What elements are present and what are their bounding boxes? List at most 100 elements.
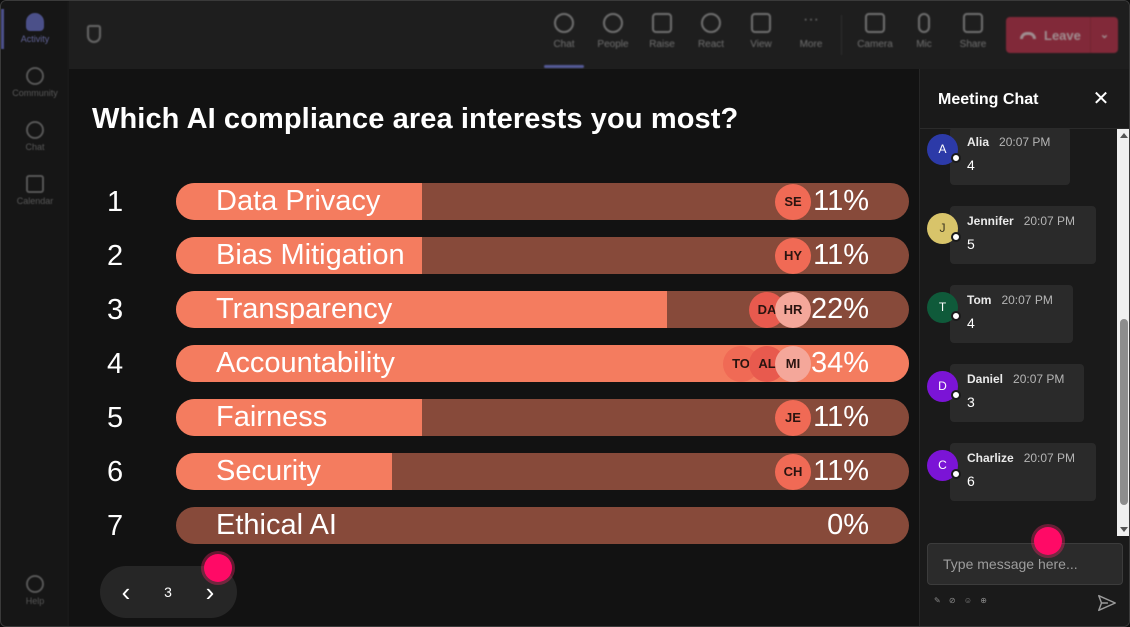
rail-item-help[interactable]: Help xyxy=(1,575,69,606)
poll-option-row[interactable]: 1 Data Privacy SE 11% xyxy=(69,183,919,221)
poll-option-row[interactable]: 3 Transparency DA HR 22% xyxy=(69,291,919,329)
bell-icon xyxy=(26,13,44,31)
toolbar-label: Camera xyxy=(857,39,893,50)
send-icon[interactable] xyxy=(1096,592,1118,614)
option-percent: 11% xyxy=(813,401,869,433)
poll-option-row[interactable]: 2 Bias Mitigation HY 11% xyxy=(69,237,919,275)
toolbar-label: React xyxy=(697,39,725,50)
chat-message-list[interactable]: Alia 20:07 PM 4 A Jennifer 20:07 PM 5 J Tom 20:07… xyxy=(920,129,1120,534)
chat-message[interactable]: Jennifer 20:07 PM 5 J xyxy=(920,206,1120,270)
rail-item-calendar[interactable]: Calendar xyxy=(1,175,69,206)
option-bar-fill xyxy=(176,237,422,274)
chat-message[interactable]: Charlize 20:07 PM 6 C xyxy=(920,443,1120,507)
avatar[interactable]: A xyxy=(927,134,961,165)
message-text: 3 xyxy=(967,394,975,410)
scroll-up-icon[interactable] xyxy=(1120,133,1128,138)
shield-icon[interactable] xyxy=(87,25,101,43)
avatar[interactable]: J xyxy=(927,213,961,244)
format-toolbar[interactable]: ✎ ⊘ ☺ ⊕ xyxy=(934,596,990,605)
toolbar-more-button[interactable]: ··· More xyxy=(786,11,836,51)
rail-item-activity[interactable]: Activity xyxy=(1,13,69,44)
option-percent: 11% xyxy=(813,239,869,271)
next-page-button[interactable]: › xyxy=(205,577,215,607)
poll-stage: Which AI compliance area interests you m… xyxy=(69,69,919,626)
close-icon[interactable]: ✕ xyxy=(1092,88,1110,110)
option-bar[interactable]: Bias Mitigation HY 11% xyxy=(176,237,909,274)
option-number: 7 xyxy=(107,510,124,542)
message-timestamp: 20:07 PM xyxy=(999,135,1051,149)
option-percent: 0% xyxy=(827,509,869,541)
option-percent: 11% xyxy=(813,185,869,217)
avatar[interactable]: T xyxy=(927,292,961,323)
avatar-initial: A xyxy=(938,142,947,156)
chat-message[interactable]: Tom 20:07 PM 4 T xyxy=(920,285,1120,349)
chat-scrollbar[interactable] xyxy=(1117,129,1129,536)
avatar[interactable]: C xyxy=(927,450,961,481)
rail-item-community[interactable]: Community xyxy=(1,67,69,98)
message-author: Charlize xyxy=(967,451,1014,465)
message-text: 4 xyxy=(967,315,975,331)
meeting-toolbar: Chat People Raise React View ··· More xyxy=(69,1,1129,69)
toolbar-share-button[interactable]: Share xyxy=(948,13,998,50)
rail-item-chat[interactable]: Chat xyxy=(1,121,69,152)
option-bar-fill xyxy=(176,291,668,328)
option-bar[interactable]: Accountability TO AL MI 34% xyxy=(176,345,909,382)
poll-option-row[interactable]: 4 Accountability TO AL MI 34% xyxy=(69,345,919,383)
avatar-initial: T xyxy=(938,300,947,314)
option-percent: 11% xyxy=(813,455,869,487)
toolbar-view-button[interactable]: View xyxy=(736,13,786,50)
option-bar[interactable]: Transparency DA HR 22% xyxy=(176,291,909,328)
chat-message[interactable]: Alia 20:07 PM 4 A xyxy=(920,129,1120,191)
chat-message[interactable]: Daniel 20:07 PM 3 D xyxy=(920,364,1120,428)
poll-option-row[interactable]: 7 Ethical AI 0% xyxy=(69,507,919,545)
option-label: Data Privacy xyxy=(216,185,381,217)
leave-button[interactable]: Leave ⌄ xyxy=(1006,17,1118,53)
chat-panel: Meeting Chat ✕ Alia 20:07 PM 4 A Jennifer 20:… xyxy=(919,69,1129,626)
chevron-down-icon[interactable]: ⌄ xyxy=(1090,17,1118,53)
toolbar-people-button[interactable]: People xyxy=(588,13,638,50)
camera-off-icon xyxy=(865,13,885,33)
voter-avatar: HR xyxy=(775,292,811,328)
voter-avatar: MI xyxy=(775,346,811,382)
rail-label: Help xyxy=(25,596,45,606)
chat-message-input[interactable] xyxy=(927,543,1123,585)
chat-title: Meeting Chat xyxy=(938,91,1039,108)
presence-indicator xyxy=(951,232,961,242)
toolbar-label: View xyxy=(750,39,772,50)
rail-label: Chat xyxy=(25,142,45,152)
scroll-down-icon[interactable] xyxy=(1120,527,1128,532)
message-bubble: Jennifer 20:07 PM 5 xyxy=(950,206,1096,264)
prev-page-button[interactable]: ‹ xyxy=(121,577,131,607)
scrollbar-thumb[interactable] xyxy=(1120,319,1128,505)
voter-avatar: HY xyxy=(775,238,811,274)
laser-pointer xyxy=(204,554,232,582)
message-text: 4 xyxy=(967,157,975,173)
poll-option-row[interactable]: 5 Fairness JE 11% xyxy=(69,399,919,437)
option-bar[interactable]: Ethical AI 0% xyxy=(176,507,909,544)
message-bubble: Tom 20:07 PM 4 xyxy=(950,285,1073,343)
help-icon xyxy=(26,575,44,593)
poll-option-row[interactable]: 6 Security CH 11% xyxy=(69,453,919,491)
message-text: 5 xyxy=(967,236,975,252)
toolbar-raise-button[interactable]: Raise xyxy=(637,13,687,50)
toolbar-chat-button[interactable]: Chat xyxy=(539,13,589,50)
option-label: Ethical AI xyxy=(216,509,337,541)
more-icon: ··· xyxy=(803,11,819,28)
avatar-initial: D xyxy=(938,379,947,393)
toolbar-mic-button[interactable]: Mic xyxy=(899,13,949,50)
hand-icon xyxy=(652,13,672,33)
leave-label: Leave xyxy=(1044,27,1081,43)
option-bar[interactable]: Fairness JE 11% xyxy=(176,399,909,436)
option-number: 6 xyxy=(107,456,124,488)
toolbar-camera-button[interactable]: Camera xyxy=(850,13,900,50)
message-text: 6 xyxy=(967,473,975,489)
community-icon xyxy=(26,67,44,85)
option-bar[interactable]: Data Privacy SE 11% xyxy=(176,183,909,220)
option-bar-fill xyxy=(176,453,393,490)
option-bar[interactable]: Security CH 11% xyxy=(176,453,909,490)
toolbar-label: Raise xyxy=(649,39,675,50)
voter-avatar: SE xyxy=(775,184,811,220)
toolbar-react-button[interactable]: React xyxy=(686,13,736,50)
message-bubble: Charlize 20:07 PM 6 xyxy=(950,443,1096,501)
avatar[interactable]: D xyxy=(927,371,961,402)
